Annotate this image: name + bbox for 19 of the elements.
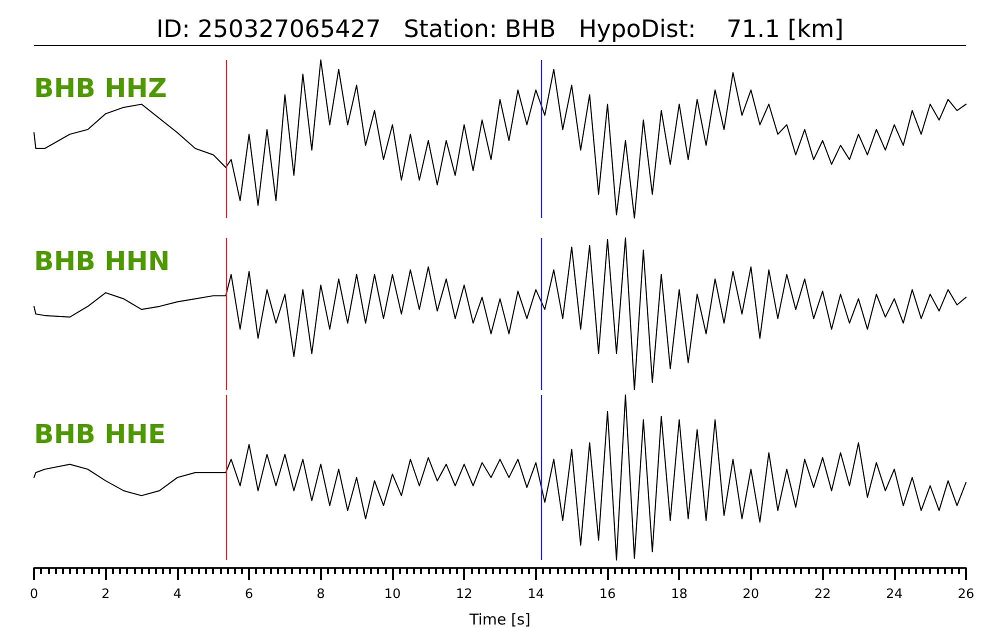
x-tick-label: 6 (244, 587, 254, 602)
chart-title: ID: 250327065427 Station: BHB HypoDist: 71.1 [km] (156, 15, 844, 43)
x-tick-label: 24 (886, 587, 903, 602)
x-tick-label: 20 (742, 587, 760, 602)
x-tick-label: 8 (316, 587, 325, 602)
series-label: BHB HHZ (34, 74, 167, 104)
x-tick-label: 4 (173, 587, 182, 602)
x-tick-label: 14 (528, 587, 544, 602)
series-label: BHB HHE (34, 420, 166, 450)
x-axis-title: Time [s] (468, 610, 530, 628)
x-tick-label: 16 (599, 587, 616, 602)
series-label: BHB HHN (34, 247, 170, 277)
x-tick-label: 2 (102, 587, 110, 602)
x-tick-label: 18 (670, 587, 688, 602)
x-tick-label: 22 (814, 587, 831, 602)
x-tick-label: 0 (30, 587, 38, 602)
x-tick-label: 10 (384, 587, 401, 602)
x-tick-label: 12 (456, 587, 472, 602)
x-tick-label: 26 (958, 587, 974, 602)
